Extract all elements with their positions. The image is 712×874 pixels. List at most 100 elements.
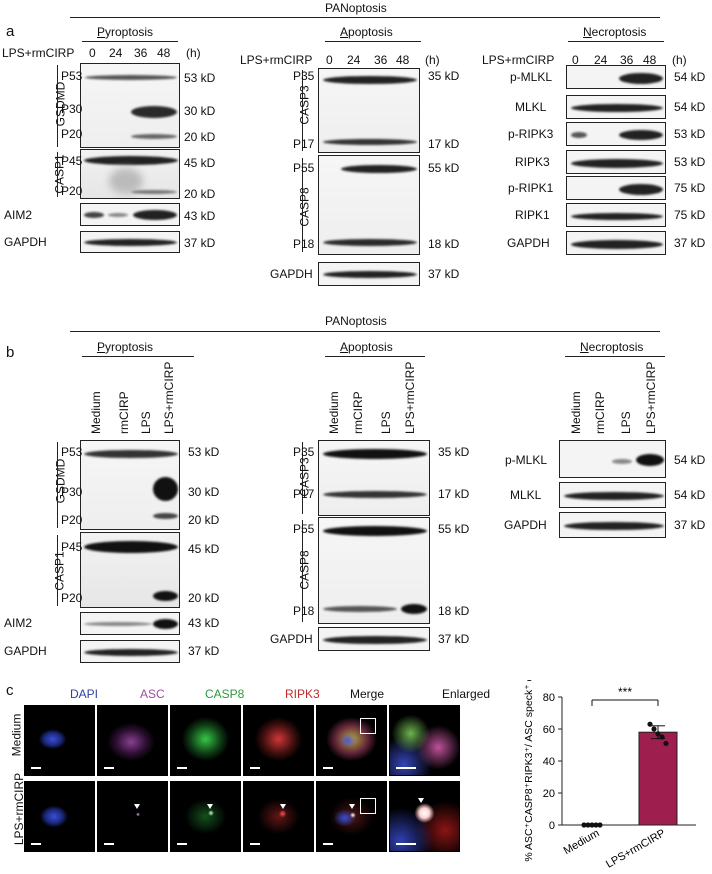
kd-b-43: 43 kD	[188, 616, 220, 630]
x-tick-label: LPS+rmCIRP	[604, 827, 667, 871]
y-tick-label: 0	[549, 820, 555, 832]
casp3-a-label: CASP3	[297, 85, 312, 125]
cond-pyro-b-3: LPS+rmCIRP	[162, 361, 176, 434]
kd-a-55: 55 kD	[428, 161, 460, 175]
casp1-b-p45: P45	[61, 540, 83, 554]
pyro-a-t36: 36	[134, 46, 148, 60]
apo-b-header: Apoptosis	[340, 340, 393, 354]
casp3-a-bracket	[302, 70, 303, 151]
cond-necro-b-2: LPS	[619, 411, 633, 434]
data-point	[589, 822, 595, 828]
gsdmd-b-p30: P30	[61, 485, 83, 499]
necro-a-underline	[568, 41, 664, 42]
necro-a-blot-4	[566, 176, 666, 200]
cond-apo-b-2: LPS	[379, 411, 393, 434]
casp3-b-bracket	[302, 442, 303, 514]
data-point	[581, 822, 587, 828]
channel-header-5: Enlarged	[442, 687, 491, 701]
casp3-b-p17: P17	[293, 487, 315, 501]
scale-bar	[396, 767, 416, 769]
gapdh-b-apo-blot	[318, 627, 430, 651]
cond-necro-b-1: rmCIRP	[593, 391, 607, 434]
apo-a-treat: LPS+rmCIRP	[240, 53, 313, 67]
kd-a-17: 17 kD	[428, 137, 460, 151]
pyro-a-underline	[82, 41, 178, 42]
micro-lps-merge	[316, 781, 387, 852]
casp3-b-p35: P35	[293, 445, 315, 459]
scale-bar	[323, 843, 333, 845]
panel-b-letter: b	[6, 344, 15, 361]
necro-a-blot-0	[566, 65, 666, 89]
scale-bar	[104, 767, 114, 769]
y-tick-label: 20	[543, 788, 555, 800]
gapdh-b-apo-label: GAPDH	[270, 632, 313, 646]
channel-header-3: RIPK3	[285, 687, 320, 701]
micro-medium-casp8	[170, 705, 241, 776]
pyro-b-header: Pyroptosis	[97, 340, 154, 354]
y-tick-label: 60	[543, 724, 555, 736]
pyro-a-treat: LPS+rmCIRP	[2, 46, 75, 60]
kd-a-20: 20 kD	[184, 130, 216, 144]
y-axis-label: % ASC⁺CASP8⁺RIPK3⁺/ ASC speck⁺ cells	[523, 680, 535, 862]
gsdmd-b-blot	[80, 440, 180, 530]
gapdh-b-necro-blot	[559, 512, 666, 538]
arrowhead	[349, 804, 355, 809]
necro-a-treat: LPS+rmCIRP	[482, 53, 555, 67]
scale-bar	[396, 843, 416, 845]
mlkl-b-blot	[559, 482, 666, 508]
casp8-a-bracket	[302, 158, 303, 252]
casp1-b-blot	[80, 532, 180, 608]
channel-header-4: Merge	[350, 687, 385, 701]
data-point	[593, 822, 599, 828]
data-point	[647, 721, 653, 727]
casp1-b-p20: P20	[61, 591, 83, 605]
gapdh-b-pyro-blot	[80, 640, 180, 663]
casp1-a-p45: P45	[61, 154, 83, 168]
cond-pyro-b-1: rmCIRP	[117, 391, 131, 434]
pyro-a-t24: 24	[109, 46, 123, 60]
micro-medium-asc	[97, 705, 168, 776]
aim2-a-label: AIM2	[4, 208, 33, 222]
apo-a-unit: (h)	[425, 53, 440, 67]
gapdh-a-apo-blot	[318, 262, 420, 286]
aim2-b-blot	[80, 612, 180, 635]
scale-bar	[250, 767, 260, 769]
necro-a-t48: 48	[643, 53, 657, 67]
necro-a-header: Necroptosis	[583, 25, 647, 39]
apo-b-underline	[325, 356, 425, 357]
kd-b-35: 35 kD	[438, 445, 470, 459]
panel-c-letter: c	[6, 682, 14, 699]
casp8-b-p55: P55	[293, 522, 315, 536]
necro-a-t36: 36	[620, 53, 634, 67]
apo-a-t48: 48	[396, 53, 410, 67]
cond-apo-b-1: rmCIRP	[351, 391, 365, 434]
necro-a-unit: (h)	[672, 53, 687, 67]
casp1-a-p20: P20	[61, 184, 83, 198]
data-point	[663, 740, 669, 746]
necro-a-blot-1	[566, 95, 666, 119]
casp1-a-bracket	[57, 152, 58, 197]
zoom-box	[360, 798, 376, 814]
casp1-a-blot	[80, 149, 180, 199]
cond-necro-b-3: LPS+rmCIRP	[644, 361, 658, 434]
kd-b-37c: 37 kD	[674, 518, 706, 532]
kd-b-30: 30 kD	[188, 485, 220, 499]
micro-medium-dapi	[24, 705, 95, 776]
bar-chart: 0 20 40 60 80 Medium LPS+rmCIRP *** % ASC⁺CASP8⁺…	[523, 680, 696, 871]
gsdmd-a-p30: P30	[61, 102, 83, 116]
y-tick-label: 80	[543, 692, 555, 704]
pyro-a-unit: (h)	[186, 46, 201, 60]
scale-bar	[323, 767, 333, 769]
channel-header-1: ASC	[140, 687, 165, 701]
casp8-a-blot	[318, 155, 420, 255]
kd-a-35: 35 kD	[428, 69, 460, 83]
gsdmd-a-p53: P53	[61, 69, 83, 83]
necro-a-label-5: RIPK1	[515, 208, 550, 222]
necro-a-blot-6	[566, 231, 666, 255]
y-tick-label: 40	[543, 756, 555, 768]
pmlkl-b-blot	[559, 440, 666, 478]
necro-a-kd-3: 53 kD	[674, 155, 706, 169]
necro-a-blot-3	[566, 150, 666, 174]
casp8-a-p55: P55	[293, 161, 315, 175]
pyro-a-header: Pyroptosis	[97, 25, 154, 39]
